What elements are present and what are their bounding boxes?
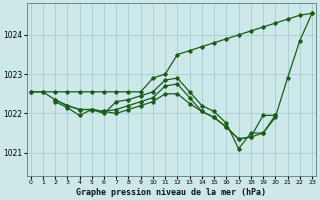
X-axis label: Graphe pression niveau de la mer (hPa): Graphe pression niveau de la mer (hPa) xyxy=(76,188,266,197)
